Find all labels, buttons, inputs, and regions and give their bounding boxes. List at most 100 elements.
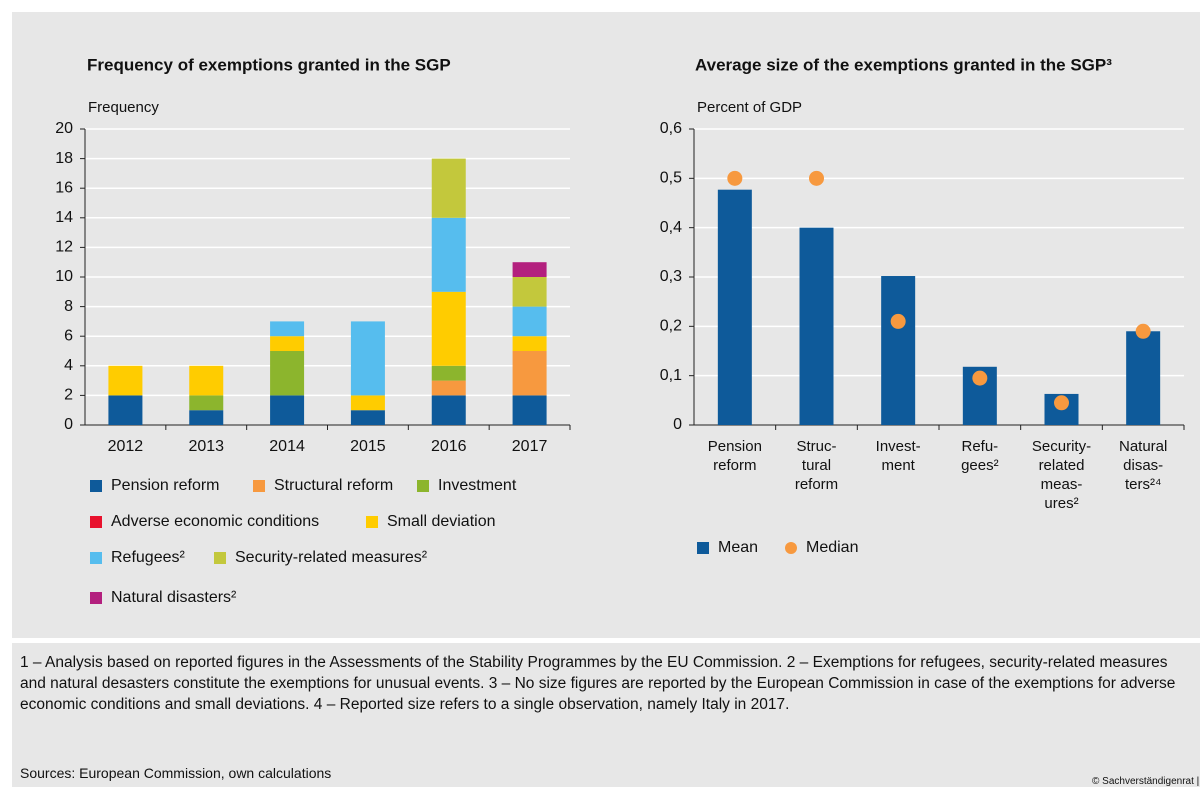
legend-label: Security-related measures² [235, 549, 428, 566]
median-dot [809, 170, 824, 186]
bar-segment [189, 395, 224, 411]
x-tick-label: tural [802, 457, 831, 474]
x-tick-label: reform [795, 476, 838, 493]
separator [12, 638, 1200, 643]
bar-segment [512, 336, 547, 351]
y-tick-label: 0,2 [660, 318, 682, 335]
y-axis-label: Percent of GDP [697, 99, 802, 116]
legend-swatch [90, 552, 102, 564]
median-dot [972, 370, 988, 386]
bar-segment [431, 395, 466, 425]
x-tick-label: Invest- [876, 438, 921, 455]
legend-label: Adverse economic conditions [111, 513, 319, 530]
bar-segment [270, 336, 305, 351]
legend-swatch [697, 542, 709, 554]
legend-label: Median [806, 539, 858, 556]
x-tick-label: 2013 [188, 438, 224, 455]
y-tick-label: 2 [64, 387, 73, 404]
y-tick-label: 0 [673, 416, 682, 433]
bar-segment [350, 410, 385, 425]
chart-title: Frequency of exemptions granted in the S… [87, 55, 451, 74]
legend-swatch [90, 480, 102, 492]
bar-segment [270, 395, 305, 425]
bar-segment [431, 291, 466, 366]
bar-segment [512, 262, 547, 277]
x-tick-label: 2016 [431, 438, 467, 455]
x-tick-label: related [1039, 457, 1085, 474]
x-tick-label: ment [881, 457, 915, 474]
x-tick-label: ures² [1044, 495, 1078, 512]
bar-segment [189, 410, 224, 425]
legend-label: Pension reform [111, 477, 220, 494]
x-tick-label: disas- [1123, 457, 1163, 474]
y-tick-label: 4 [64, 357, 73, 374]
x-tick-label: 2015 [350, 438, 386, 455]
chart-title: Average size of the exemptions granted i… [695, 55, 1112, 74]
median-dot [727, 170, 743, 186]
legend-swatch [90, 516, 102, 528]
x-tick-label: 2012 [108, 438, 144, 455]
y-tick-label: 8 [64, 298, 73, 315]
y-tick-label: 6 [64, 327, 73, 344]
bar-segment [512, 277, 547, 307]
bar-segment [350, 321, 385, 396]
bar-segment [431, 217, 466, 292]
y-tick-label: 12 [55, 239, 73, 256]
bar-segment [512, 306, 547, 337]
sources: Sources: European Commission, own calcul… [20, 765, 332, 781]
legend-swatch [90, 592, 102, 604]
x-tick-label: Security- [1032, 438, 1091, 455]
bar-segment [189, 365, 224, 396]
x-tick-label: Pension [708, 438, 762, 455]
y-tick-label: 0,4 [660, 219, 682, 236]
x-tick-label: Struc- [796, 438, 836, 455]
y-tick-label: 10 [55, 268, 73, 285]
legend-swatch [214, 552, 226, 564]
x-tick-label: gees² [961, 457, 999, 474]
y-tick-label: 0,5 [660, 170, 682, 187]
x-tick-label: ters²⁴ [1125, 476, 1161, 493]
charts: Frequency of exemptions granted in the S… [55, 55, 1185, 606]
copyright: © Sachverständigenrat | 18-256 [1092, 776, 1200, 787]
bar [881, 276, 916, 425]
bar-segment [431, 158, 466, 218]
x-tick-label: Natural [1119, 438, 1167, 455]
bar-segment [431, 365, 466, 381]
bar [1126, 331, 1161, 425]
x-tick-label: 2014 [269, 438, 305, 455]
x-tick-label: reform [713, 457, 756, 474]
median-dot [1054, 395, 1069, 411]
legend-swatch [366, 516, 378, 528]
y-tick-label: 0,3 [660, 268, 682, 285]
bar-segment [108, 395, 143, 425]
y-tick-label: 0,1 [660, 367, 682, 384]
legend-swatch [785, 542, 797, 554]
y-tick-label: 0,6 [660, 120, 682, 137]
legend-label: Investment [438, 477, 517, 494]
bar-segment [512, 395, 547, 425]
y-tick-label: 0 [64, 416, 73, 433]
legend-label: Refugees² [111, 549, 185, 566]
y-tick-label: 20 [55, 120, 73, 137]
legend-label: Natural disasters² [111, 589, 237, 606]
bar-segment [270, 321, 305, 337]
legend-swatch [253, 480, 265, 492]
bar [717, 189, 752, 425]
y-tick-label: 18 [55, 150, 73, 167]
y-tick-label: 16 [55, 179, 73, 196]
bar [799, 227, 834, 425]
bar-segment [431, 380, 466, 396]
legend-swatch [417, 480, 429, 492]
bar-segment [108, 365, 143, 396]
median-dot [1135, 323, 1151, 339]
bar-segment [350, 395, 385, 411]
bar-segment [270, 351, 305, 396]
median-dot [890, 313, 906, 329]
legend-label: Structural reform [274, 477, 393, 494]
legend-label: Mean [718, 539, 758, 556]
y-axis-label: Frequency [88, 99, 159, 116]
footnotes: 1 – Analysis based on reported figures i… [20, 654, 1176, 713]
x-tick-label: meas- [1041, 476, 1083, 493]
x-tick-label: Refu- [961, 438, 998, 455]
